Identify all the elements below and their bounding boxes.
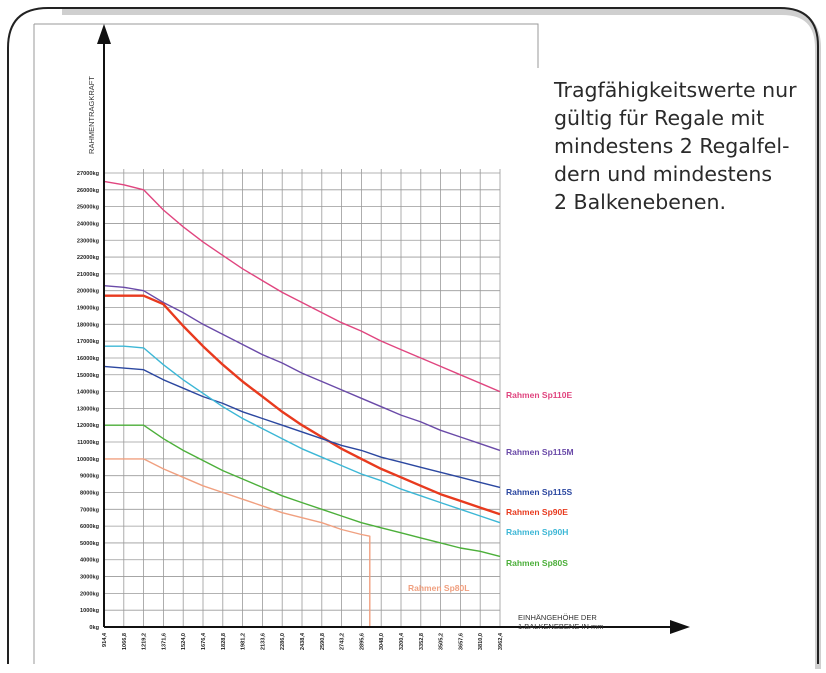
x-axis-label-line-1: EINHÄNGEHÖHE DER xyxy=(518,613,597,622)
y-tick-label: 18000kg xyxy=(77,322,100,328)
y-tick-label: 1000kg xyxy=(80,608,100,614)
y-tick-label: 15000kg xyxy=(77,373,100,379)
note-line-5: 2 Balkenebenen. xyxy=(554,190,726,214)
series-line xyxy=(103,285,501,452)
y-tick-label: 4000kg xyxy=(80,558,100,564)
x-tick-label: 914,4 xyxy=(102,632,108,647)
x-tick-label: 1371,6 xyxy=(161,633,167,650)
x-axis-label-line-2: 1.BALKENEBENE IN mm xyxy=(518,622,603,631)
capacity-note: Tragfähigkeitswerte nur gültig für Regal… xyxy=(554,76,824,216)
x-tick-label: 1219,2 xyxy=(142,633,148,650)
series-label: Rahmen Sp80S xyxy=(506,558,568,568)
y-tick-label: 16000kg xyxy=(77,356,100,362)
x-tick-label: 1524,0 xyxy=(181,633,187,650)
x-tick-label: 2438,4 xyxy=(300,632,306,650)
x-tick-label: 3352,8 xyxy=(419,633,425,650)
frame-border xyxy=(7,7,819,664)
y-tick-label: 9000kg xyxy=(80,474,100,480)
series-label: Rahmen Sp115S xyxy=(506,487,572,497)
series-line xyxy=(104,345,501,524)
chart-axes xyxy=(97,24,690,634)
y-tick-label: 23000kg xyxy=(77,238,100,244)
series-line xyxy=(104,294,501,516)
series-label: Rahmen Sp115M xyxy=(506,447,574,457)
y-tick-label: 10000kg xyxy=(77,457,100,463)
x-tick-label: 3505,2 xyxy=(439,633,445,650)
y-tick-label: 2000kg xyxy=(80,591,100,597)
x-tick-label: 2895,6 xyxy=(359,633,365,650)
y-tick-label: 6000kg xyxy=(80,524,100,530)
x-tick-label: 3048,0 xyxy=(379,633,385,650)
series-line xyxy=(103,365,501,489)
x-tick-label: 1066,8 xyxy=(122,633,128,650)
series-label: Rahmen Sp90H xyxy=(506,527,568,537)
y-tick-label: 8000kg xyxy=(80,490,100,496)
y-tick-label: 27000kg xyxy=(77,171,100,177)
inner-panel-border xyxy=(33,23,539,664)
y-tick-label: 26000kg xyxy=(77,188,100,194)
y-tick-label: 13000kg xyxy=(77,406,100,412)
y-tick-label: 24000kg xyxy=(77,221,100,227)
series-label: Rahmen Sp110E xyxy=(506,390,572,400)
x-tick-label: 1981,2 xyxy=(241,633,247,650)
y-tick-label: 0kg xyxy=(89,625,99,631)
x-tick-label: 3657,6 xyxy=(458,633,464,650)
y-tick-label: 11000kg xyxy=(77,440,99,446)
x-tick-label: 2743,2 xyxy=(340,633,346,650)
y-tick-label: 19000kg xyxy=(77,306,100,312)
series-line xyxy=(103,180,501,393)
note-line-4: dern und mindestens xyxy=(554,162,773,186)
y-tick-label: 25000kg xyxy=(77,205,100,211)
chart-grid xyxy=(103,169,501,628)
x-tick-labels: 914,4 1066,8 1219,2 1371,6 1524,0 1676,4 1828,… xyxy=(102,632,504,650)
note-line-3: mindestens 2 Regalfel- xyxy=(554,134,790,158)
x-tick-label: 3200,4 xyxy=(399,632,405,650)
x-tick-label: 1828,8 xyxy=(221,633,227,650)
y-tick-label: 7000kg xyxy=(80,507,100,513)
series-labels: Rahmen Sp110E Rahmen Sp115M Rahmen Sp90E Ra… xyxy=(408,390,574,593)
x-tick-label: 3962,4 xyxy=(498,632,504,650)
y-tick-label: 20000kg xyxy=(77,289,100,295)
y-axis-arrow-icon xyxy=(97,24,111,44)
y-tick-label: 21000kg xyxy=(77,272,100,278)
x-axis-arrow-icon xyxy=(670,620,690,634)
y-axis-label: RAHMENTRAGKRAFT xyxy=(87,76,96,154)
y-tick-label: 14000kg xyxy=(77,390,100,396)
x-tick-label: 2133,6 xyxy=(260,633,266,650)
x-tick-label: 3810,0 xyxy=(478,633,484,650)
note-line-2: gültig für Regale mit xyxy=(554,106,765,130)
series-label: Rahmen Sp90E xyxy=(506,507,568,517)
x-tick-label: 2590,8 xyxy=(320,633,326,650)
y-tick-label: 12000kg xyxy=(77,423,100,429)
y-tick-labels: 0kg 1000kg 2000kg 3000kg 4000kg 5000kg 6000kg 7… xyxy=(77,171,100,631)
y-tick-label: 3000kg xyxy=(80,575,100,581)
series-lines xyxy=(103,180,501,627)
series-line xyxy=(104,458,371,627)
y-tick-label: 5000kg xyxy=(80,541,100,547)
y-tick-label: 17000kg xyxy=(77,339,100,345)
y-tick-label: 22000kg xyxy=(77,255,100,261)
note-line-1: Tragfähigkeitswerte nur xyxy=(554,78,797,102)
series-label: Rahmen Sp80L xyxy=(408,583,469,593)
x-tick-label: 2286,0 xyxy=(280,633,286,650)
series-line xyxy=(104,424,501,558)
x-tick-label: 1676,4 xyxy=(201,632,207,650)
